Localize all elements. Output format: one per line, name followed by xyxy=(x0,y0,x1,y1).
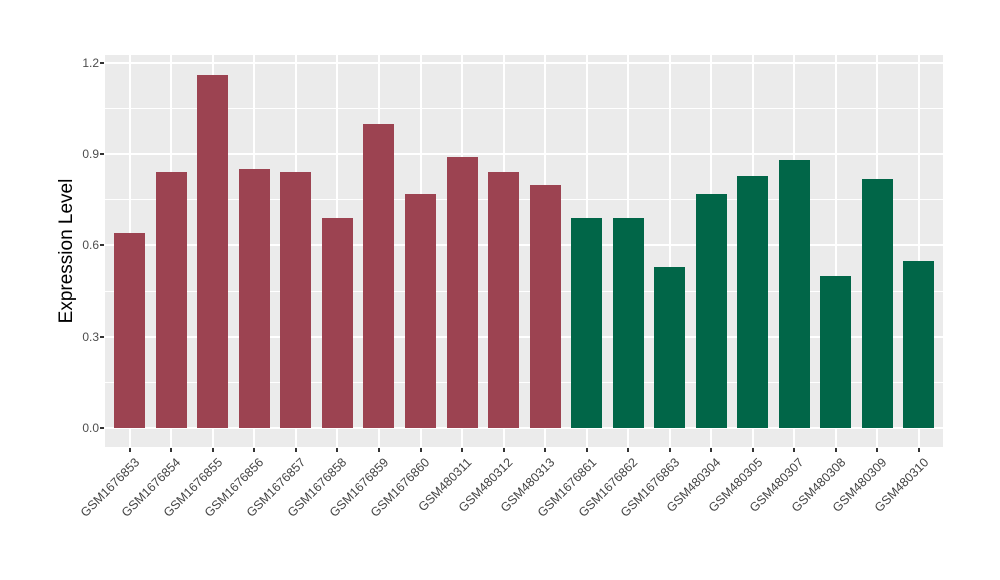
vertical-gridline xyxy=(917,55,920,447)
x-tick-mark xyxy=(627,448,630,452)
x-tick-mark xyxy=(211,448,214,452)
vertical-gridline xyxy=(834,55,837,447)
bar-GSM480305 xyxy=(737,175,769,428)
major-gridline xyxy=(105,61,943,64)
x-tick-mark xyxy=(294,448,297,452)
major-gridline xyxy=(105,244,943,247)
x-tick-mark xyxy=(461,448,464,452)
x-tick-mark xyxy=(917,448,920,452)
bar-GSM1676859 xyxy=(363,123,395,428)
plot-panel xyxy=(105,55,943,447)
major-gridline xyxy=(105,427,943,429)
x-tick-mark xyxy=(876,448,879,452)
y-tick-mark xyxy=(100,335,104,338)
minor-gridline xyxy=(105,290,943,292)
bar-GSM1676860 xyxy=(405,193,436,428)
minor-gridline xyxy=(105,199,943,201)
bar-GSM1676863 xyxy=(654,266,686,428)
x-tick-mark xyxy=(419,448,422,452)
vertical-gridline xyxy=(668,55,671,447)
x-tick-mark xyxy=(544,448,547,452)
bar-GSM1676853 xyxy=(114,233,146,428)
x-tick-mark xyxy=(502,448,505,452)
x-tick-mark xyxy=(834,448,837,452)
bar-GSM1676861 xyxy=(571,218,603,428)
y-tick-label: 0.3 xyxy=(82,329,99,344)
bar-GSM480311 xyxy=(446,157,478,428)
bar-GSM1676862 xyxy=(612,218,644,428)
x-tick-mark xyxy=(170,448,173,452)
bar-GSM480310 xyxy=(903,260,935,428)
x-tick-mark xyxy=(253,448,256,452)
bar-GSM480313 xyxy=(529,184,561,428)
bar-GSM1676857 xyxy=(280,172,312,428)
x-tick-mark xyxy=(751,448,754,452)
y-tick-mark xyxy=(100,244,104,247)
x-tick-mark xyxy=(336,448,339,452)
x-tick-mark xyxy=(128,448,131,452)
bar-GSM1676854 xyxy=(155,172,187,428)
major-gridline xyxy=(105,153,943,156)
bar-GSM1676855 xyxy=(197,75,229,428)
bar-GSM1676856 xyxy=(238,169,270,428)
y-tick-mark xyxy=(100,427,104,429)
y-tick-mark xyxy=(100,61,104,64)
minor-gridline xyxy=(105,381,943,383)
bar-GSM480309 xyxy=(861,178,893,428)
bar-GSM480304 xyxy=(695,193,727,428)
x-tick-mark xyxy=(668,448,671,452)
y-tick-label: 0.6 xyxy=(82,238,99,253)
x-tick-mark xyxy=(793,448,796,452)
bar-GSM480312 xyxy=(488,172,520,428)
x-tick-mark xyxy=(377,448,380,452)
bar-GSM1676858 xyxy=(321,218,353,428)
bar-GSM480307 xyxy=(778,160,810,428)
y-tick-mark xyxy=(100,153,104,156)
y-tick-label: 1.2 xyxy=(82,55,99,70)
x-tick-mark xyxy=(585,448,588,452)
minor-gridline xyxy=(105,108,943,110)
bar-GSM480308 xyxy=(820,275,852,428)
y-tick-label: 0.0 xyxy=(82,421,99,435)
y-tick-label: 0.9 xyxy=(82,147,99,162)
major-gridline xyxy=(105,335,943,338)
x-tick-mark xyxy=(710,448,713,452)
